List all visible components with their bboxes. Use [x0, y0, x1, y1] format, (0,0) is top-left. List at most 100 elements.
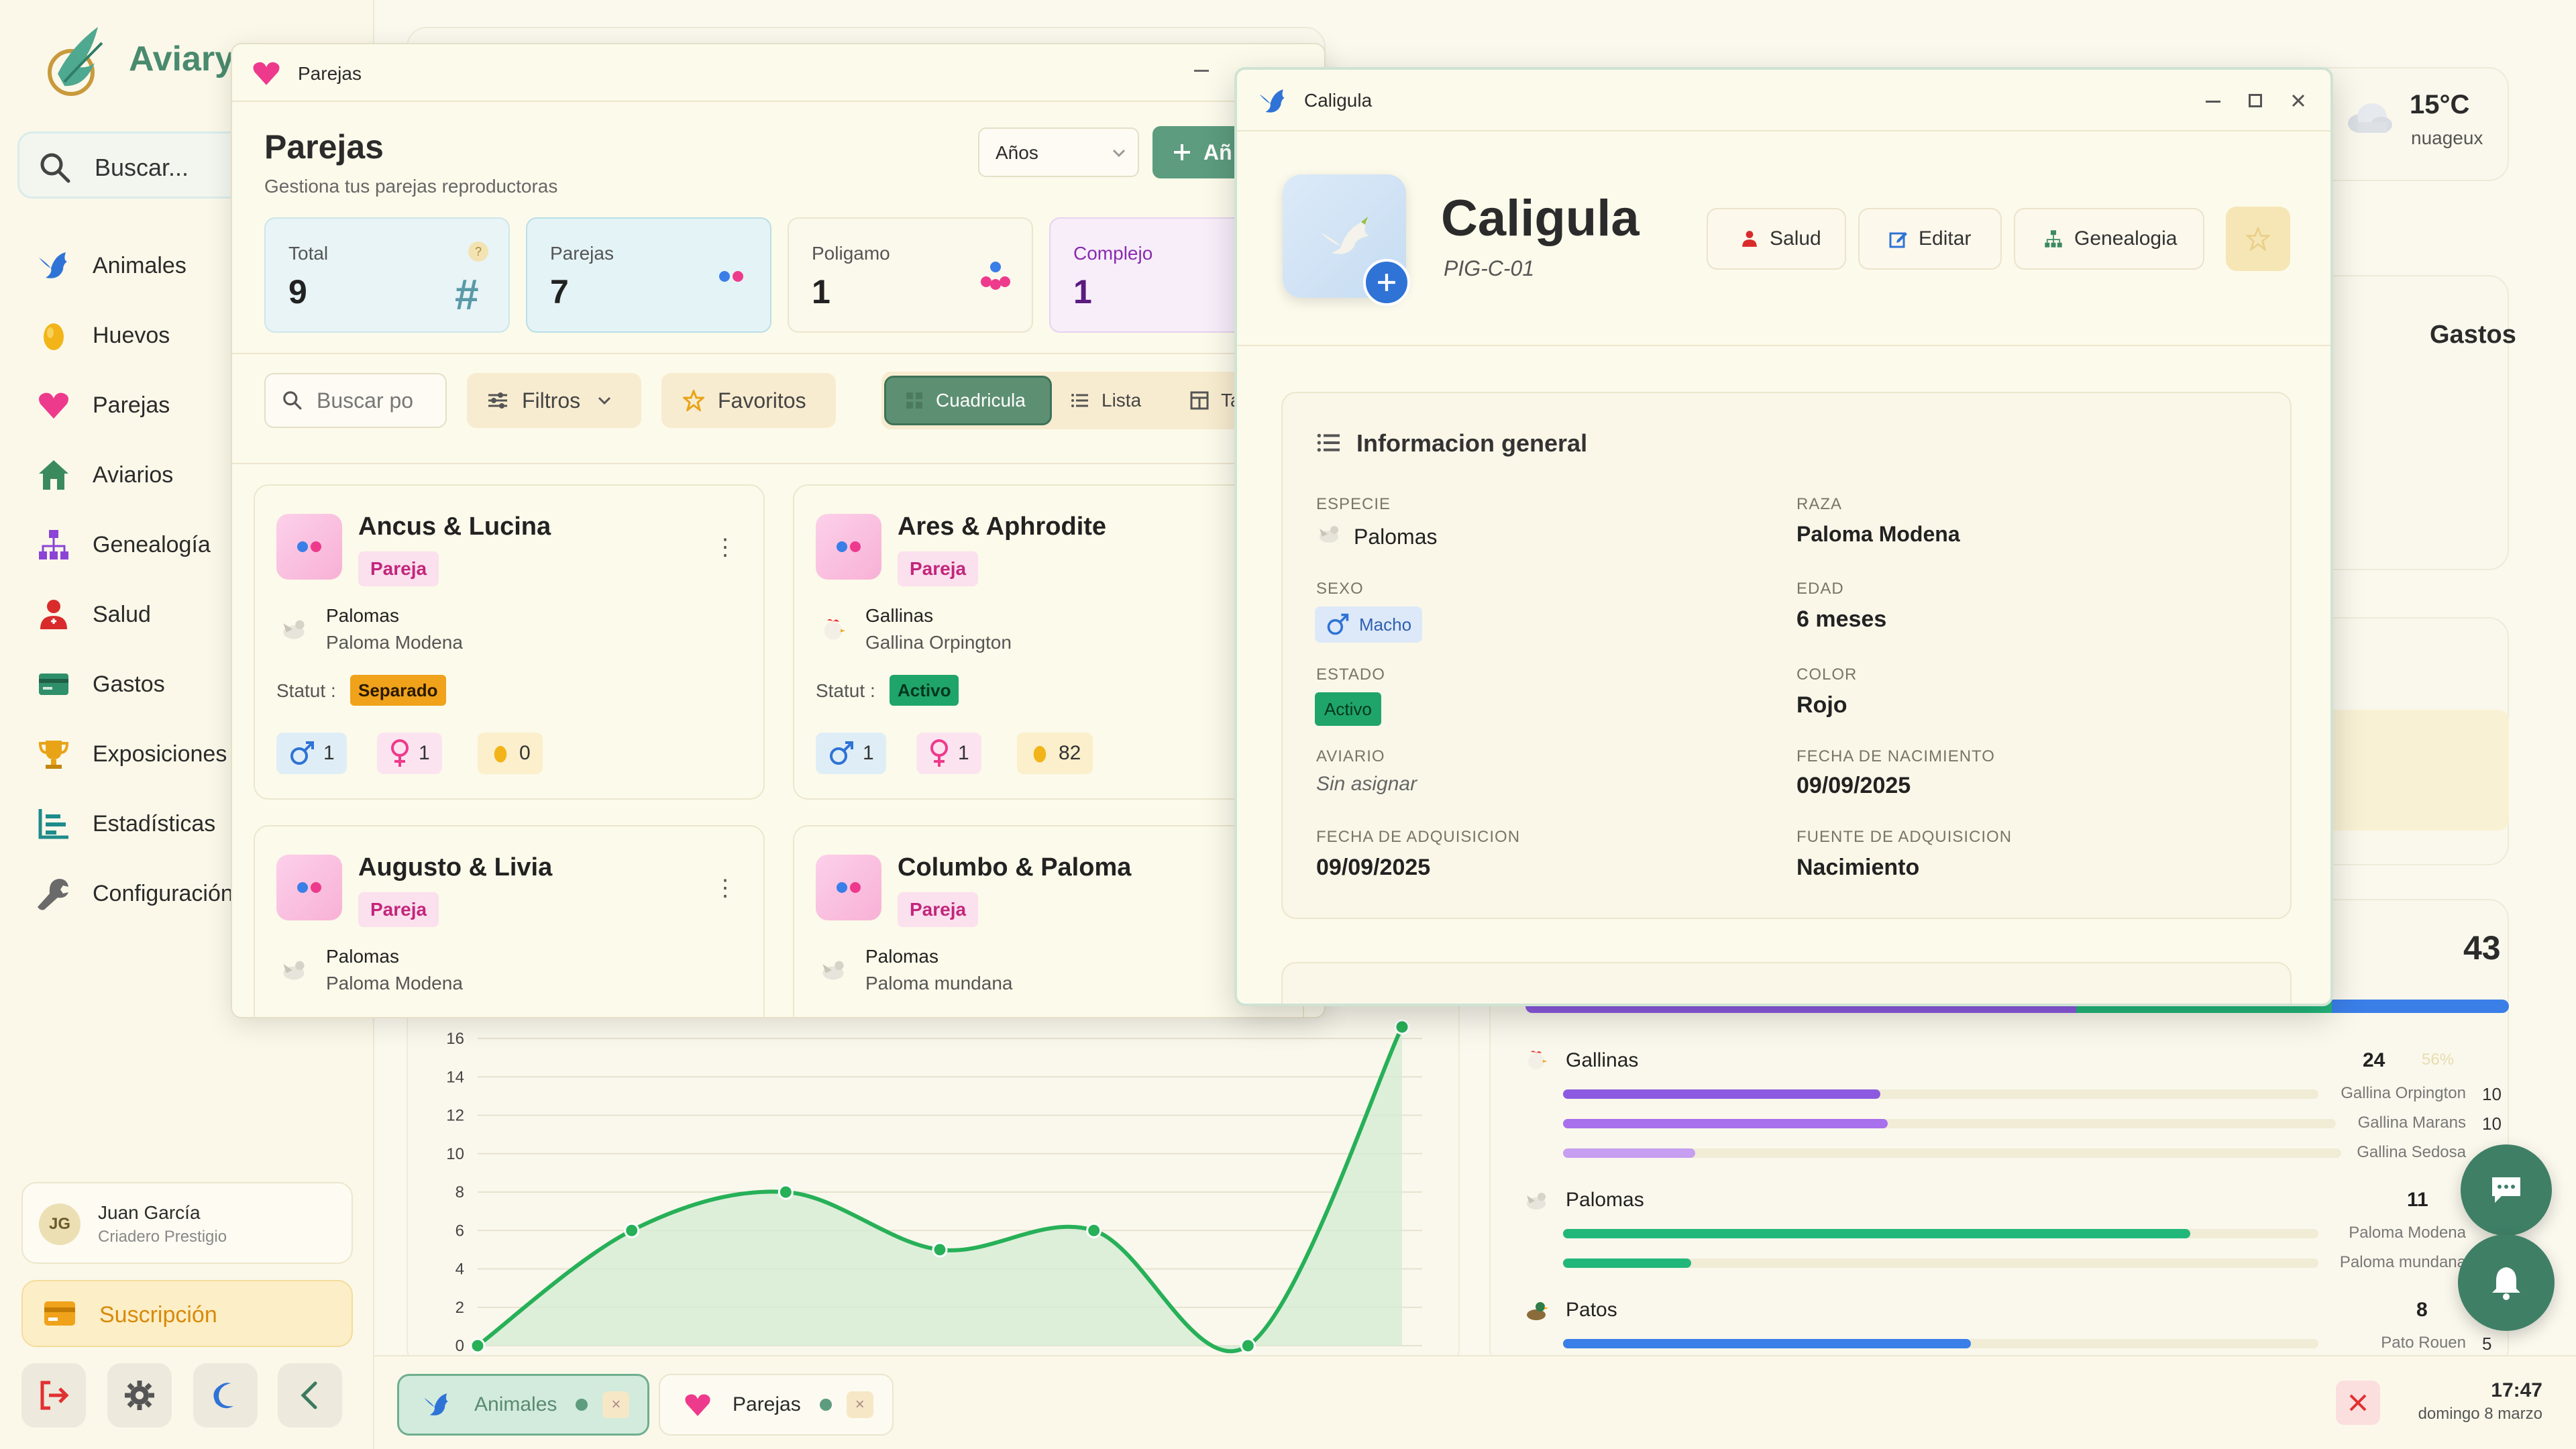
card-icon	[35, 665, 72, 703]
status-badge: Activo	[1315, 692, 1381, 726]
dove-icon	[1314, 213, 1375, 260]
trophy-icon	[35, 735, 72, 773]
search-icon	[38, 151, 72, 184]
field-label: AVIARIO	[1316, 747, 1385, 765]
window-titlebar[interactable]: Parejas	[232, 44, 1324, 102]
y-tick-label: 16	[446, 1030, 464, 1048]
hash-icon: #	[455, 270, 479, 319]
sidebar-item-salud[interactable]: Salud	[35, 588, 151, 641]
logout-button[interactable]	[21, 1363, 86, 1428]
filters-button[interactable]: Filtros	[467, 373, 641, 428]
window-titlebar[interactable]: Caligula	[1237, 70, 2330, 131]
maximize-icon[interactable]	[2249, 94, 2262, 107]
total-count: 43	[2463, 929, 2501, 967]
table-icon	[1190, 391, 1209, 410]
field-label: FUENTE DE ADQUISICION	[1796, 828, 2012, 846]
sidebar-item-genealogia[interactable]: Genealogía	[35, 518, 211, 572]
gastos-title: Gastos	[2430, 321, 2516, 349]
sliders-icon	[487, 391, 508, 410]
sidebar-item-label: Aviarios	[93, 462, 174, 488]
collapse-sidebar-button[interactable]	[278, 1363, 342, 1428]
close-icon[interactable]: ×	[602, 1391, 630, 1418]
close-all-button[interactable]	[2336, 1381, 2380, 1425]
tree-icon	[2043, 229, 2063, 249]
minimize-icon[interactable]	[1194, 70, 1209, 72]
breed-name: Paloma mundana	[2339, 1253, 2466, 1271]
search-input[interactable]: Buscar...	[17, 131, 246, 199]
dark-mode-button[interactable]	[193, 1363, 258, 1428]
task-animales[interactable]: Animales ×	[397, 1374, 649, 1436]
area-fill	[478, 1026, 1402, 1352]
pair-search-input[interactable]: Buscar po	[264, 373, 447, 428]
stat-total: Total 9 ? #	[264, 217, 510, 333]
more-menu-icon[interactable]: ⋮	[714, 535, 737, 560]
health-button[interactable]: Salud	[1707, 208, 1846, 270]
breed-bar	[1563, 1089, 2318, 1099]
close-icon[interactable]	[2290, 93, 2306, 109]
notifications-button[interactable]	[2458, 1234, 2555, 1331]
pair-card[interactable]: Ancus & Lucina Pareja ⋮ Palomas Paloma M…	[254, 484, 765, 800]
favorite-button[interactable]	[2226, 207, 2290, 271]
filters-label: Filtros	[522, 388, 581, 413]
close-icon[interactable]: ×	[846, 1391, 873, 1418]
sidebar-item-animales[interactable]: Animales	[35, 239, 186, 292]
pigeon-icon	[1316, 522, 1342, 546]
tree-icon	[35, 526, 72, 564]
view-list-button[interactable]: Lista	[1071, 376, 1141, 425]
help-badge[interactable]: ?	[468, 241, 488, 262]
year-select[interactable]: Años	[978, 127, 1139, 177]
breed-bar	[1563, 1148, 2341, 1158]
chat-button[interactable]	[2461, 1144, 2552, 1236]
search-placeholder: Buscar po	[317, 388, 414, 413]
sidebar-item-label: Gastos	[93, 671, 165, 697]
females-count: 1	[377, 733, 442, 774]
male-icon	[1326, 612, 1350, 637]
sidebar-item-gastos[interactable]: Gastos	[35, 657, 165, 711]
pair-type-badge: Pareja	[898, 551, 979, 586]
data-point	[777, 1184, 794, 1200]
user-card[interactable]: JG Juan García Criadero Prestigio	[21, 1182, 353, 1264]
field-value: Macho	[1359, 614, 1412, 635]
home-icon	[35, 456, 72, 494]
sidebar-item-label: Configuración	[93, 880, 233, 906]
data-point	[932, 1242, 948, 1258]
duck-icon	[1524, 1299, 1548, 1323]
sidebar-item-aviarios[interactable]: Aviarios	[35, 448, 173, 502]
settings-button[interactable]	[107, 1363, 172, 1428]
sidebar-item-huevos[interactable]: Huevos	[35, 309, 170, 362]
sidebar-item-exposiciones[interactable]: Exposiciones	[35, 727, 227, 781]
task-parejas[interactable]: Parejas ×	[659, 1374, 894, 1436]
favorites-button[interactable]: Favoritos	[661, 373, 836, 428]
bird-icon	[1257, 86, 1288, 117]
subscription-button[interactable]: Suscripción	[21, 1280, 353, 1347]
sidebar-item-estadisticas[interactable]: Estadísticas	[35, 797, 215, 851]
sidebar-item-parejas[interactable]: Parejas	[35, 378, 170, 432]
chat-icon	[2489, 1175, 2523, 1205]
pair-card[interactable]: Ares & Aphrodite Pareja Gallinas Gallina…	[793, 484, 1304, 800]
y-tick-label: 10	[446, 1145, 464, 1163]
add-photo-button[interactable]	[1363, 259, 1410, 306]
sidebar-item-configuracion[interactable]: Configuración	[35, 867, 233, 920]
pair-card[interactable]: Augusto & Livia Pareja ⋮ Palomas Paloma …	[254, 825, 765, 1017]
pair-avatar	[816, 855, 881, 920]
section-title: Informacion general	[1356, 429, 1588, 457]
group-icon	[979, 260, 1012, 294]
health-icon	[1740, 229, 1759, 248]
pair-breed: Paloma Modena	[326, 973, 463, 994]
pair-breed: Gallina Orpington	[865, 632, 1012, 653]
breed-bar	[1563, 1229, 2318, 1238]
edit-button[interactable]: Editar	[1858, 208, 2002, 270]
health-icon	[35, 596, 72, 633]
minimize-icon[interactable]	[2206, 101, 2220, 103]
breed-count: 10	[2482, 1084, 2502, 1104]
page-title: Parejas	[264, 128, 384, 166]
male-icon	[288, 740, 315, 767]
more-menu-icon[interactable]: ⋮	[714, 875, 737, 901]
view-grid-button[interactable]: Cuadricula	[884, 376, 1052, 425]
avatar: JG	[39, 1203, 80, 1245]
view-table-button[interactable]: Ta	[1190, 376, 1241, 425]
pair-card[interactable]: Columbo & Paloma Pareja Palomas Paloma m…	[793, 825, 1304, 1017]
chicken-icon	[1524, 1048, 1548, 1072]
heart-icon	[683, 1390, 712, 1419]
genealogy-button[interactable]: Genealogia	[2014, 208, 2204, 270]
